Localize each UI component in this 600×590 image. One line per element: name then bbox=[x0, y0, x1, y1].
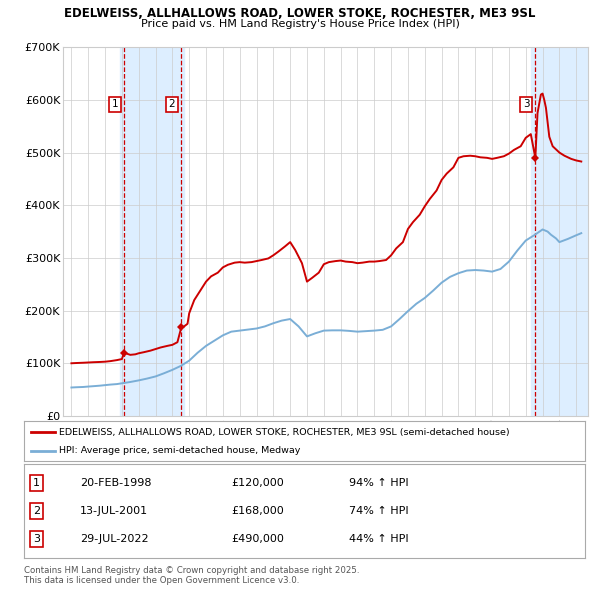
Text: 29-JUL-2022: 29-JUL-2022 bbox=[80, 534, 149, 544]
Text: 3: 3 bbox=[33, 534, 40, 544]
Text: 94% ↑ HPI: 94% ↑ HPI bbox=[349, 478, 409, 488]
Text: 1: 1 bbox=[112, 99, 118, 109]
Text: 3: 3 bbox=[523, 99, 529, 109]
Text: 20-FEB-1998: 20-FEB-1998 bbox=[80, 478, 152, 488]
Bar bbox=[120, 47, 184, 416]
Text: 1: 1 bbox=[33, 478, 40, 488]
Text: Contains HM Land Registry data © Crown copyright and database right 2025.: Contains HM Land Registry data © Crown c… bbox=[24, 566, 359, 575]
Text: EDELWEISS, ALLHALLOWS ROAD, LOWER STOKE, ROCHESTER, ME3 9SL: EDELWEISS, ALLHALLOWS ROAD, LOWER STOKE,… bbox=[64, 7, 536, 20]
Bar bbox=[531, 47, 588, 416]
Text: 74% ↑ HPI: 74% ↑ HPI bbox=[349, 506, 409, 516]
Text: EDELWEISS, ALLHALLOWS ROAD, LOWER STOKE, ROCHESTER, ME3 9SL (semi-detached house: EDELWEISS, ALLHALLOWS ROAD, LOWER STOKE,… bbox=[59, 428, 510, 437]
Text: This data is licensed under the Open Government Licence v3.0.: This data is licensed under the Open Gov… bbox=[24, 576, 299, 585]
Text: HPI: Average price, semi-detached house, Medway: HPI: Average price, semi-detached house,… bbox=[59, 446, 301, 455]
Text: 44% ↑ HPI: 44% ↑ HPI bbox=[349, 534, 409, 544]
Text: 2: 2 bbox=[169, 99, 175, 109]
Text: Price paid vs. HM Land Registry's House Price Index (HPI): Price paid vs. HM Land Registry's House … bbox=[140, 19, 460, 29]
Text: £490,000: £490,000 bbox=[232, 534, 284, 544]
Text: £120,000: £120,000 bbox=[232, 478, 284, 488]
Text: 13-JUL-2001: 13-JUL-2001 bbox=[80, 506, 148, 516]
Text: 2: 2 bbox=[33, 506, 40, 516]
Text: £168,000: £168,000 bbox=[232, 506, 284, 516]
